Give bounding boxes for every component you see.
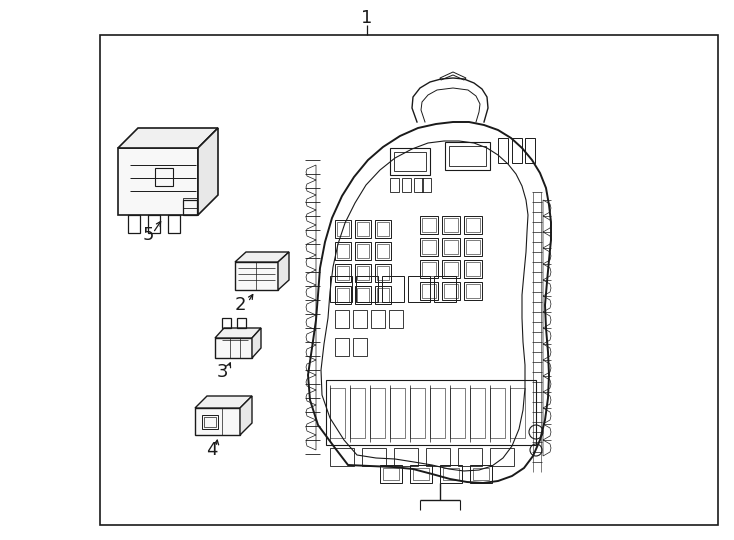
Text: 1: 1 <box>361 9 373 27</box>
Polygon shape <box>252 328 261 358</box>
Polygon shape <box>240 396 252 435</box>
Text: 2: 2 <box>234 296 246 314</box>
Polygon shape <box>235 262 278 290</box>
Text: 3: 3 <box>217 363 228 381</box>
Polygon shape <box>215 338 252 358</box>
Text: 5: 5 <box>142 226 153 244</box>
Text: 4: 4 <box>206 441 218 459</box>
Polygon shape <box>195 396 252 408</box>
Polygon shape <box>118 128 218 148</box>
Polygon shape <box>235 252 289 262</box>
Polygon shape <box>195 408 240 435</box>
Polygon shape <box>198 128 218 215</box>
Polygon shape <box>118 148 198 215</box>
Polygon shape <box>278 252 289 290</box>
Polygon shape <box>215 328 261 338</box>
